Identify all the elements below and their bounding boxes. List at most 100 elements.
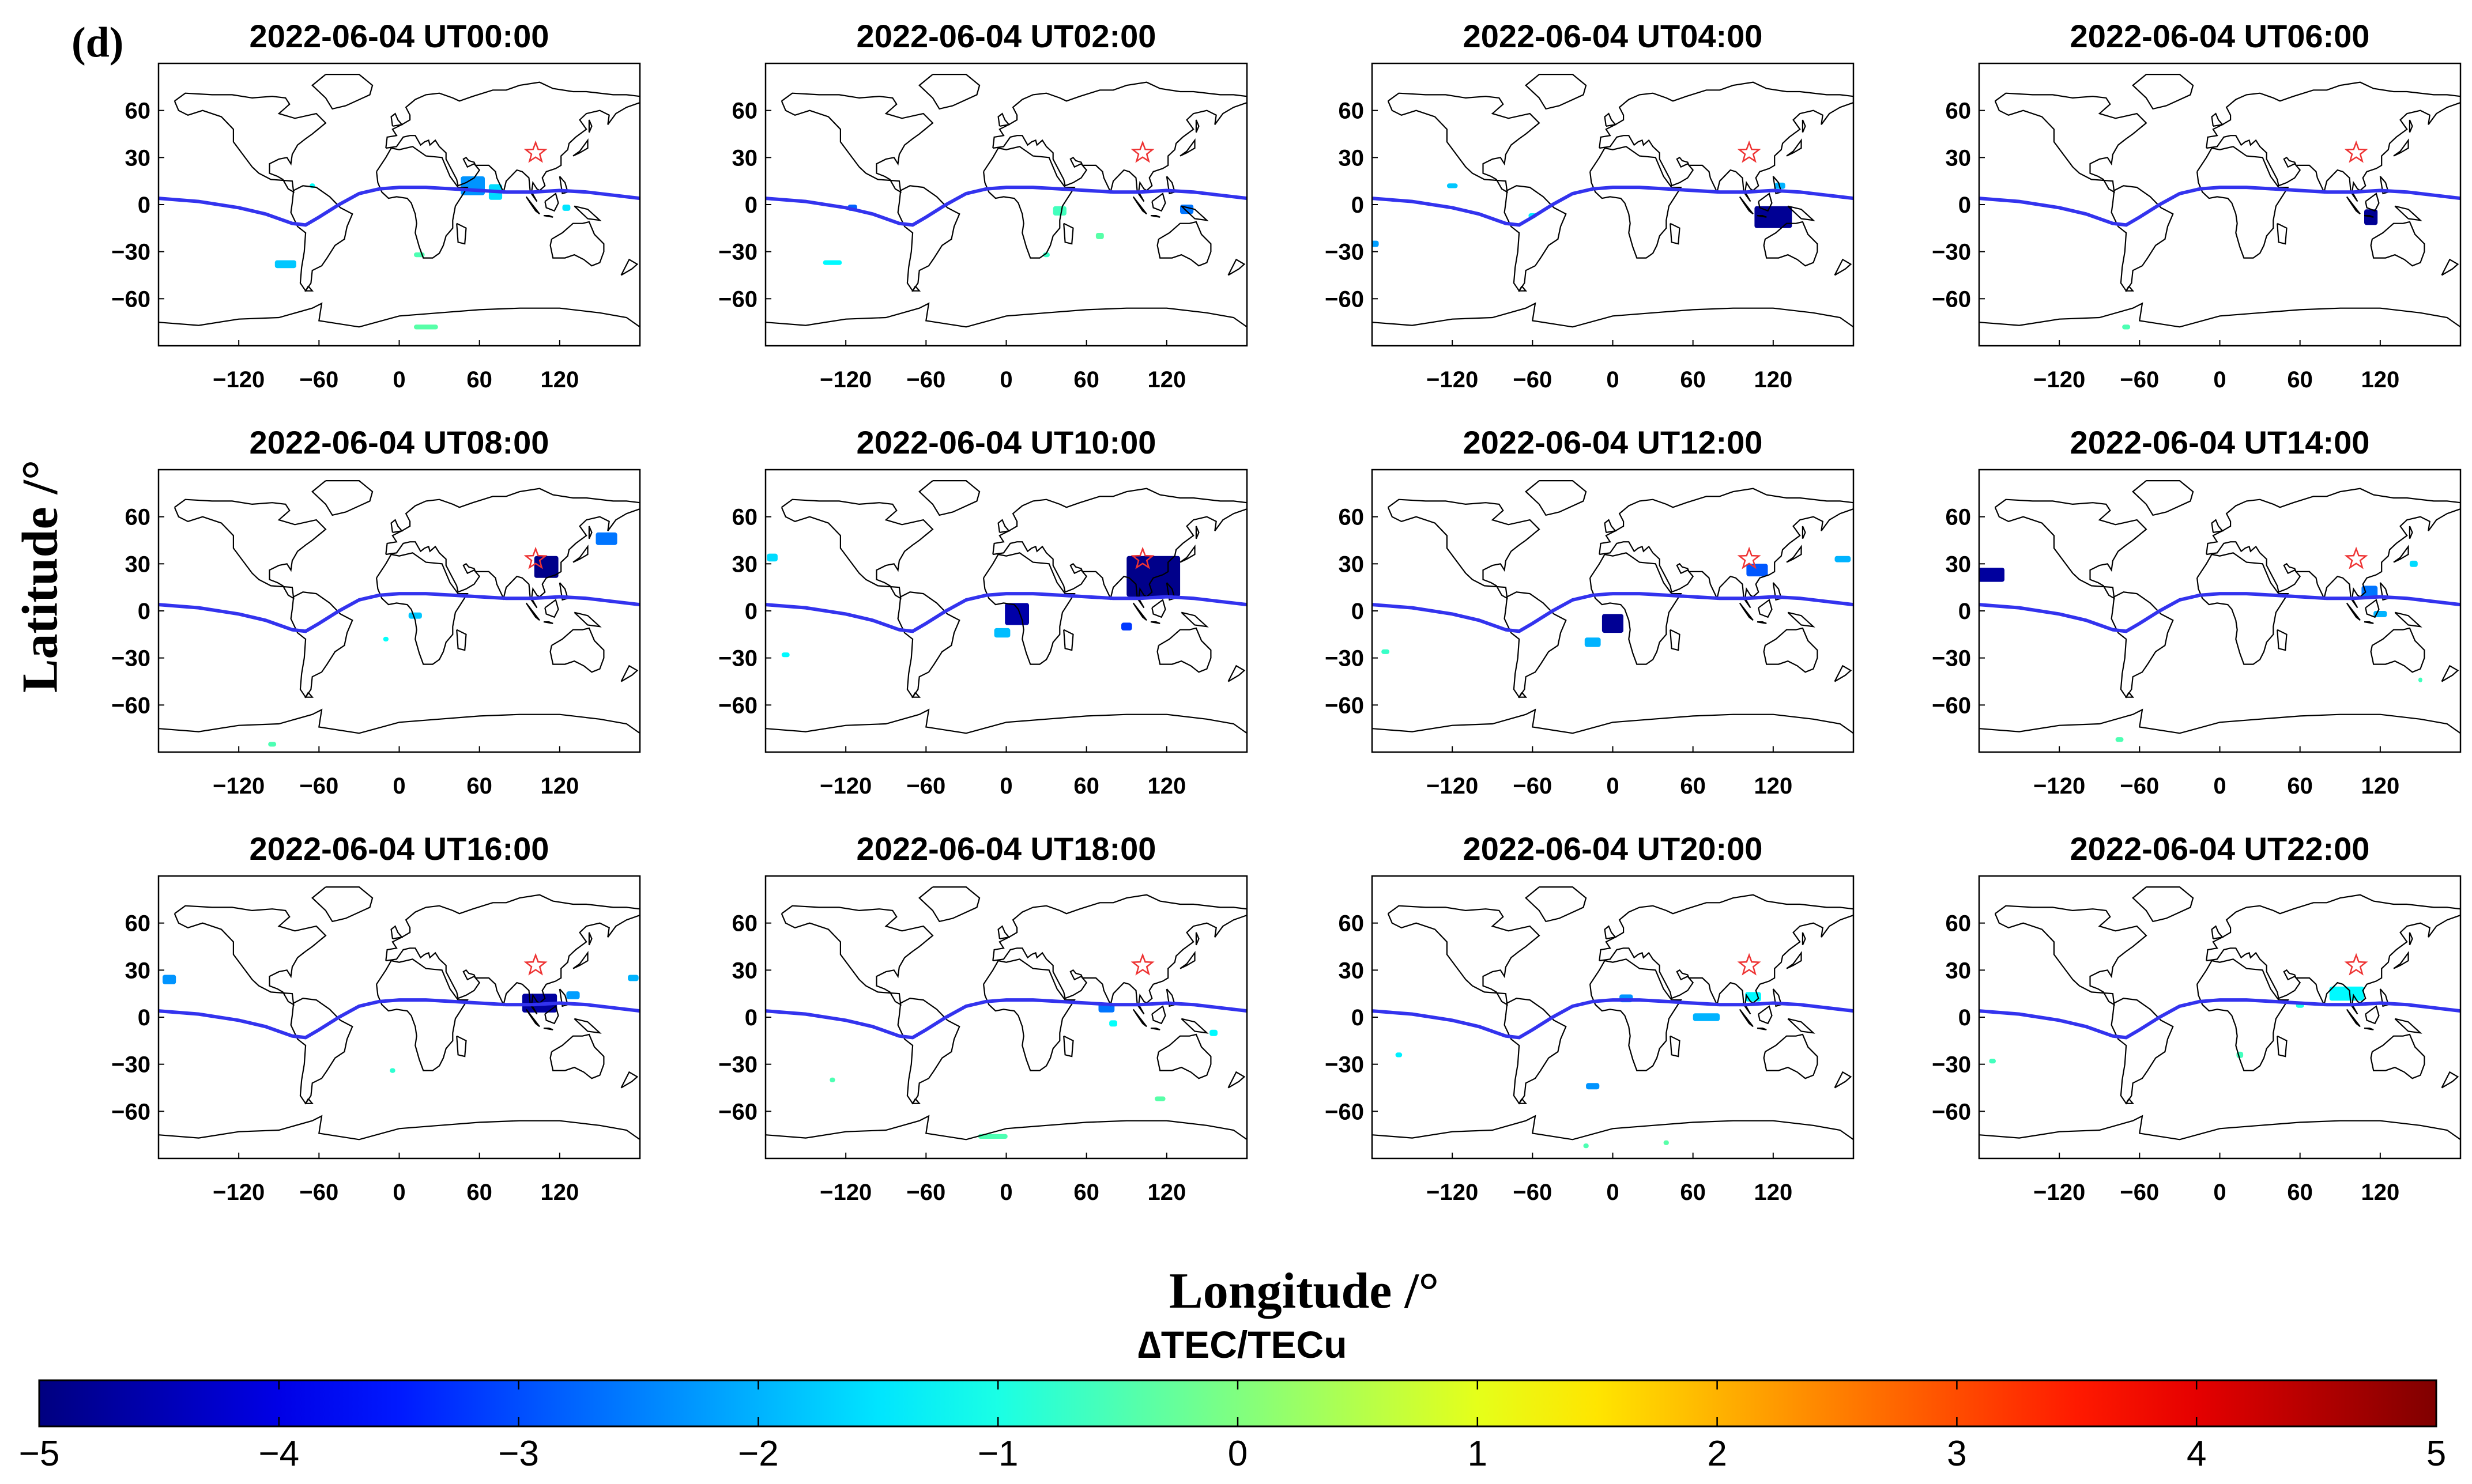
coastline <box>2111 998 2174 1105</box>
x-tick-label: −60 <box>2120 773 2159 799</box>
map-content <box>1979 63 2460 346</box>
coastline <box>1763 221 1818 267</box>
coastline <box>1156 627 1212 673</box>
x-tick-label: 0 <box>1606 1180 1619 1205</box>
coastline <box>1503 591 1567 698</box>
colorbar-title: ∆TEC/TECu <box>1137 1323 1347 1366</box>
x-tick-label: 60 <box>2287 367 2313 392</box>
coastline <box>1195 119 1200 133</box>
y-tick-label: −60 <box>111 286 150 312</box>
y-tick-label: 60 <box>125 505 151 530</box>
coastline <box>1181 1018 1209 1034</box>
magnetic-equator-line <box>1979 998 2460 1040</box>
coastline <box>304 1098 314 1104</box>
map-panel-1: 2022-06-04 UT00:00 60 30 0 −30 −60 −120 −60 0 60 1… <box>111 18 641 392</box>
coastline <box>2196 958 2289 1071</box>
coastline <box>2364 215 2374 218</box>
x-tick-label: 60 <box>1680 367 1706 392</box>
x-tick-label: 60 <box>2287 773 2313 799</box>
y-tick-label: −60 <box>718 693 758 718</box>
colorbar-tick-label: −4 <box>258 1434 299 1474</box>
x-tick-label: 0 <box>1000 367 1012 392</box>
coastline <box>1150 215 1160 218</box>
coastline <box>574 1018 602 1034</box>
magnetic-equator-line <box>766 592 1247 633</box>
coastline <box>620 258 639 276</box>
anomaly-patch <box>1693 1013 1720 1021</box>
coastline <box>1181 205 1209 221</box>
anomaly-patch <box>1583 1143 1589 1149</box>
map-panel-8: 2022-06-04 UT14:00 60 30 0 −30 −60 −120 −60 0 60 1… <box>1932 424 2462 799</box>
coastline <box>1758 1005 1773 1025</box>
x-tick-label: −120 <box>2033 1180 2085 1205</box>
y-tick-label: −30 <box>718 240 758 265</box>
coastline <box>1589 552 1682 665</box>
coastline <box>1372 1115 1853 1141</box>
anomaly-patch <box>830 1077 835 1082</box>
y-tick-label: −30 <box>1325 240 1364 265</box>
anomaly-patch <box>163 975 176 984</box>
map-content <box>1979 470 2460 752</box>
map-panel-3: 2022-06-04 UT04:00 60 30 0 −30 −60 −120 −60 0 60 1… <box>1325 18 1855 392</box>
coastline <box>1599 894 1853 1015</box>
epicenter-star-icon <box>2344 953 2368 976</box>
map-background <box>159 470 640 752</box>
map-panel-title: 2022-06-04 UT22:00 <box>2070 830 2370 867</box>
y-tick-label: 60 <box>125 911 151 937</box>
y-tick-label: 0 <box>745 599 758 624</box>
coastline <box>549 627 605 673</box>
map-panel-title: 2022-06-04 UT06:00 <box>2070 18 2370 54</box>
coastline <box>1372 302 1853 328</box>
coastline <box>781 92 934 194</box>
colorbar-tick-label: −2 <box>738 1434 779 1474</box>
coastline <box>290 591 353 698</box>
colorbar-tick-label: 3 <box>1947 1434 1966 1474</box>
x-tick-label: −60 <box>299 773 338 799</box>
y-tick-label: 60 <box>1946 911 1972 937</box>
coastline <box>574 611 602 628</box>
anomaly-patch <box>1005 603 1029 625</box>
magnetic-equator-line <box>766 186 1247 227</box>
x-axis-label: Longitude /° <box>1169 1263 1439 1319</box>
coastline <box>992 894 1247 1015</box>
coastline <box>2393 545 2409 563</box>
anomaly-patch <box>2115 737 2124 742</box>
map-panel-title: 2022-06-04 UT16:00 <box>250 830 549 867</box>
y-tick-label: −30 <box>1932 646 1971 671</box>
coastline <box>1195 932 1200 946</box>
coastline <box>1787 205 1815 221</box>
coastline <box>2441 1071 2459 1089</box>
anomaly-patch <box>767 553 778 562</box>
magnetic-equator-line <box>1372 592 1853 633</box>
y-tick-label: 30 <box>1946 958 1972 983</box>
x-tick-label: 60 <box>466 1180 492 1205</box>
y-tick-label: 30 <box>732 552 758 577</box>
coastline <box>311 74 374 110</box>
coastline <box>1151 1005 1166 1025</box>
coastline <box>2346 602 2361 621</box>
x-tick-label: 0 <box>2213 1180 2226 1205</box>
y-tick-label: 60 <box>1946 505 1972 530</box>
epicenter-star-icon <box>1131 953 1155 976</box>
coastline <box>1670 222 1680 245</box>
anomaly-patch <box>566 991 580 999</box>
anomaly-patch <box>1109 1020 1117 1027</box>
coastline <box>992 488 1247 609</box>
coastline <box>1786 951 1802 969</box>
coastline <box>588 526 593 539</box>
x-tick-label: 120 <box>1147 367 1186 392</box>
magnetic-equator-line <box>159 998 640 1040</box>
coastline <box>1786 138 1802 157</box>
coastline <box>1763 1033 1818 1079</box>
anomaly-patch <box>781 652 790 658</box>
coastline <box>1151 599 1166 618</box>
x-tick-label: 120 <box>2361 367 2399 392</box>
map-content <box>766 63 1247 346</box>
anomaly-patch <box>1754 206 1792 228</box>
x-tick-label: 0 <box>1606 773 1619 799</box>
coastline <box>174 905 327 1006</box>
coastline <box>1063 222 1074 245</box>
map-panel-title: 2022-06-04 UT08:00 <box>250 424 549 460</box>
coastline <box>2346 196 2361 215</box>
map-panel-title: 2022-06-04 UT18:00 <box>857 830 1156 867</box>
